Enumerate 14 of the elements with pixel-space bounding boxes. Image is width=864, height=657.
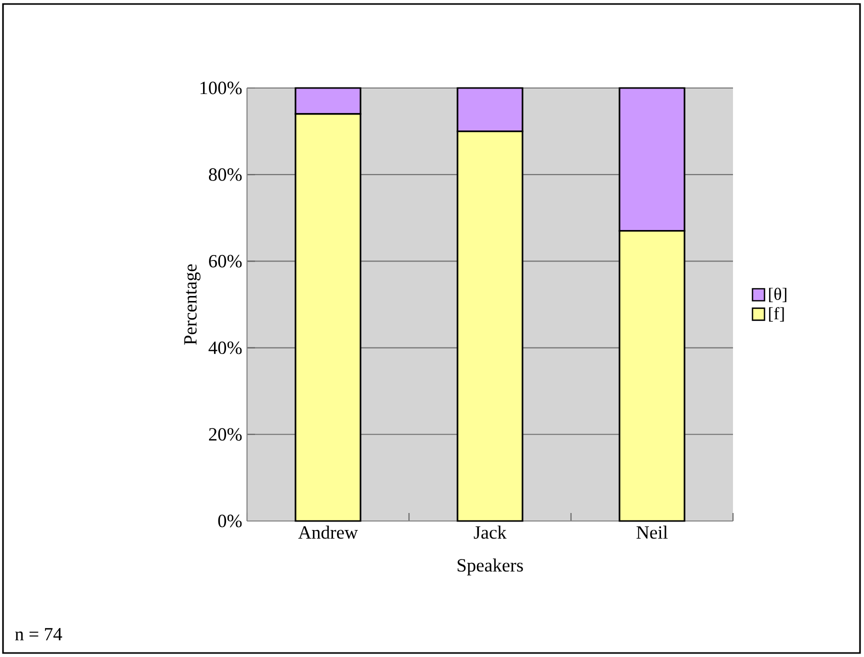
x-axis-title: Speakers bbox=[458, 558, 523, 576]
y-tick-label: 20% bbox=[209, 428, 242, 441]
x-tick-label: Jack bbox=[474, 526, 507, 539]
y-axis-title: Percentage bbox=[184, 264, 200, 345]
legend-label: [θ] bbox=[769, 288, 786, 302]
x-tick-label: Andrew bbox=[298, 526, 358, 539]
y-tick-label: 60% bbox=[209, 254, 242, 268]
y-tick-label: 40% bbox=[208, 341, 242, 354]
x-tick-label: Neil bbox=[636, 526, 668, 539]
y-tick-label: 100% bbox=[200, 82, 242, 94]
text: n = 74 bbox=[15, 628, 62, 640]
legend-label: [f] bbox=[769, 307, 784, 322]
y-tick-label: 80% bbox=[208, 168, 242, 181]
y-tick-label: 0% bbox=[218, 514, 242, 528]
